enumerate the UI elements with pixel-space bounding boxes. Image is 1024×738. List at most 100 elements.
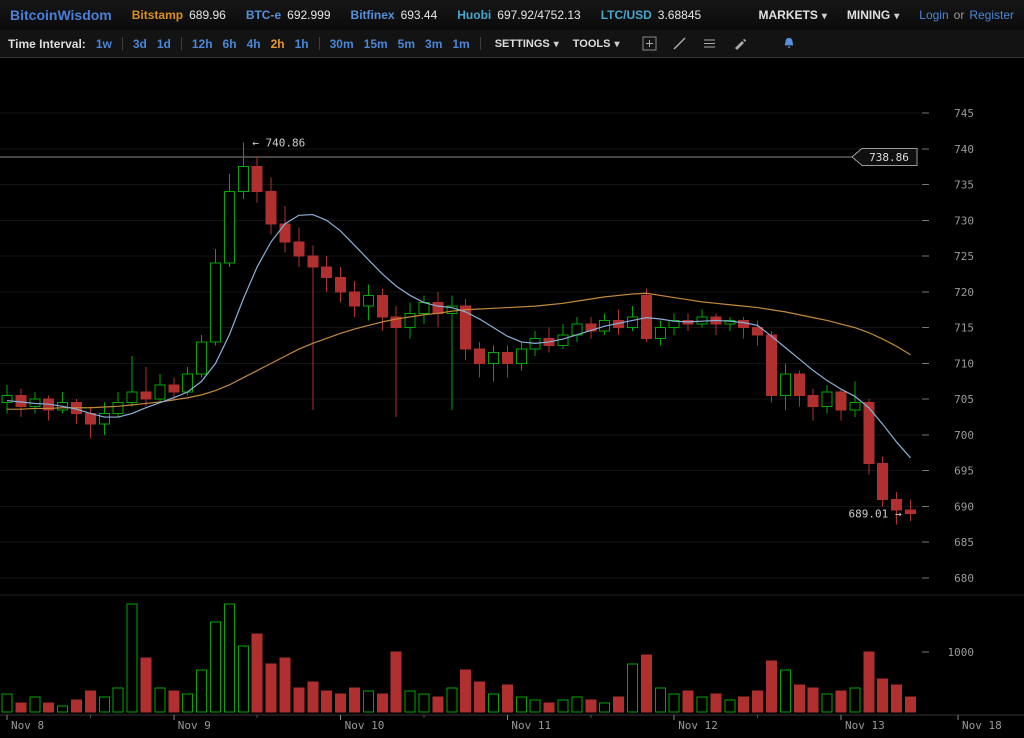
volume-bar [543,702,555,713]
interval-3m[interactable]: 3m [425,36,443,51]
horizontal-lines-icon[interactable] [699,34,719,54]
login-link[interactable]: Login [919,8,949,22]
candle [237,166,249,193]
ticker-huobi-price: 697.92/4752.13 [497,8,581,22]
price-tick-label: 735 [954,179,974,192]
candle [376,294,388,318]
volume-bar [210,621,221,713]
candle [279,223,291,243]
interval-1h[interactable]: 1h [294,36,309,51]
ticker-huobi[interactable]: Huobi 697.92/4752.13 [457,8,580,22]
volume-bar [29,696,41,713]
candle [362,294,374,307]
volume-bar [98,696,110,713]
interval-1d[interactable]: 1d [156,36,171,51]
candle [766,334,777,397]
candle [752,327,764,336]
candle [432,302,444,314]
price-tick-label: 695 [954,465,974,478]
volume-bar [15,702,27,713]
candle [335,277,347,293]
markets-menu[interactable]: MARKETS [759,8,827,22]
candle [585,323,597,332]
site-logo[interactable]: BitcoinWisdom [10,7,112,23]
volume-bar [752,690,764,713]
ma-fast-line [6,213,911,459]
bell-icon[interactable] [779,34,799,54]
ticker-bitfinex[interactable]: Bitfinex 693.44 [351,8,438,22]
price-line-tag[interactable]: 738.86 [851,147,918,166]
candle [418,302,430,314]
add-icon[interactable] [639,34,659,54]
volume-bar [835,690,847,713]
interval-1w[interactable]: 1w [95,36,112,51]
candle [501,352,513,364]
chart-toolbar: Time Interval: 1w 3d 1d 12h 6h 4h 2h 1h … [0,30,1024,58]
settings-menu-label: SETTINGS [494,37,550,50]
volume-bar [599,702,611,713]
mining-menu-label: MINING [846,8,891,22]
interval-2h-selected[interactable]: 2h [270,36,285,51]
ticker-ltcusd-price: 3.68845 [657,8,702,22]
volume-bar [627,663,638,713]
interval-6h[interactable]: 6h [222,36,237,51]
price-tick-label: 740 [954,143,974,156]
volume-bar [182,693,194,713]
candle [474,348,486,364]
volume-bar [821,693,833,713]
volume-bar [696,696,708,713]
candle [307,255,319,268]
ticker-huobi-label: Huobi [457,8,492,22]
price-tick-label: 705 [954,393,974,406]
interval-5m[interactable]: 5m [397,36,416,51]
volume-bar [766,660,777,713]
volume-bar [43,702,55,713]
candle [293,241,305,257]
interval-30m[interactable]: 30m [329,36,354,51]
volume-bar [682,690,694,713]
interval-15m[interactable]: 15m [363,36,388,51]
tools-menu[interactable]: TOOLS [573,38,620,50]
candle [488,352,499,364]
interval-4h[interactable]: 4h [246,36,261,51]
time-tick-label: Nov 10 [345,719,385,732]
volume-bar [279,657,291,713]
candlestick-chart[interactable]: 745 740 735 730 725 720 715 710 705 700 695 690 685 6… [0,58,1024,738]
candle [196,341,208,375]
time-tick-label: Nov 13 [845,719,885,732]
trendline-icon[interactable] [669,34,689,54]
top-header: BitcoinWisdom Bitstamp 689.96 BTC-e 692.… [0,0,1024,30]
high-price-annotation: ← 740.86 [252,137,305,150]
grid-layer: 745 740 735 730 725 720 715 710 705 700 695 690 685 6… [0,107,1024,716]
interval-12h[interactable]: 12h [191,36,213,51]
candle [627,316,638,329]
candle [793,373,805,397]
candle [321,266,333,279]
candle [140,391,152,400]
candle [863,402,875,465]
candle [265,191,277,225]
settings-menu[interactable]: SETTINGS [495,38,559,50]
pencil-icon[interactable] [729,34,749,54]
interval-1m[interactable]: 1m [452,36,470,51]
auth-links: Login or Register [919,8,1014,22]
mining-menu[interactable]: MINING [847,8,899,22]
price-tick-label: 685 [954,536,974,549]
ticker-btce[interactable]: BTC-e 692.999 [246,8,331,22]
chart-area[interactable]: 745 740 735 730 725 720 715 710 705 700 695 690 685 6… [0,58,1024,738]
ticker-ltcusd[interactable]: LTC/USD 3.68845 [601,8,702,22]
volume-bar [71,699,82,713]
candle [112,402,124,414]
volume-bar [154,687,166,713]
time-tick-label: Nov 11 [511,719,551,732]
candle [460,305,472,350]
volume-bar [390,651,402,713]
separator [318,37,320,50]
register-link[interactable]: Register [969,8,1014,22]
price-tick-label: 725 [954,250,974,263]
interval-3d[interactable]: 3d [132,36,147,51]
volume-bar [640,654,652,713]
volume-bar [905,696,916,713]
ticker-bitstamp[interactable]: Bitstamp 689.96 [132,8,226,22]
candle [640,294,652,339]
